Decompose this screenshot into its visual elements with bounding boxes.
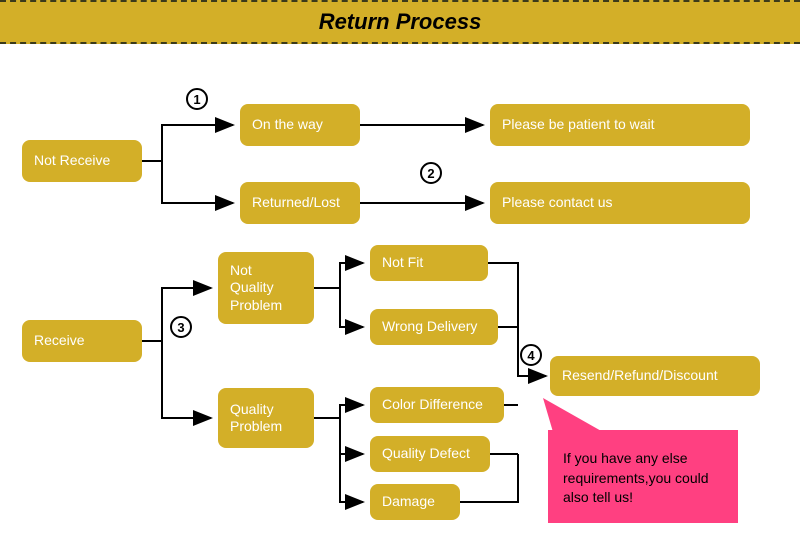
node-returned-lost: Returned/Lost — [240, 182, 360, 224]
node-not-fit: Not Fit — [370, 245, 488, 281]
callout-note: If you have any else requirements,you co… — [548, 430, 738, 523]
node-wrong-delivery: Wrong Delivery — [370, 309, 498, 345]
node-not-receive: Not Receive — [22, 140, 142, 182]
step-2: 2 — [420, 162, 442, 184]
step-4: 4 — [520, 344, 542, 366]
node-damage: Damage — [370, 484, 460, 520]
node-not-quality: Not Quality Problem — [218, 252, 314, 324]
node-color-diff: Color Difference — [370, 387, 504, 423]
node-quality-defect: Quality Defect — [370, 436, 490, 472]
title-text: Return Process — [319, 9, 482, 35]
node-please-contact: Please contact us — [490, 182, 750, 224]
step-1: 1 — [186, 88, 208, 110]
title-bar: Return Process — [0, 0, 800, 44]
step-3: 3 — [170, 316, 192, 338]
node-on-the-way: On the way — [240, 104, 360, 146]
node-please-wait: Please be patient to wait — [490, 104, 750, 146]
node-receive: Receive — [22, 320, 142, 362]
node-resend: Resend/Refund/Discount — [550, 356, 760, 396]
node-quality: Quality Problem — [218, 388, 314, 448]
